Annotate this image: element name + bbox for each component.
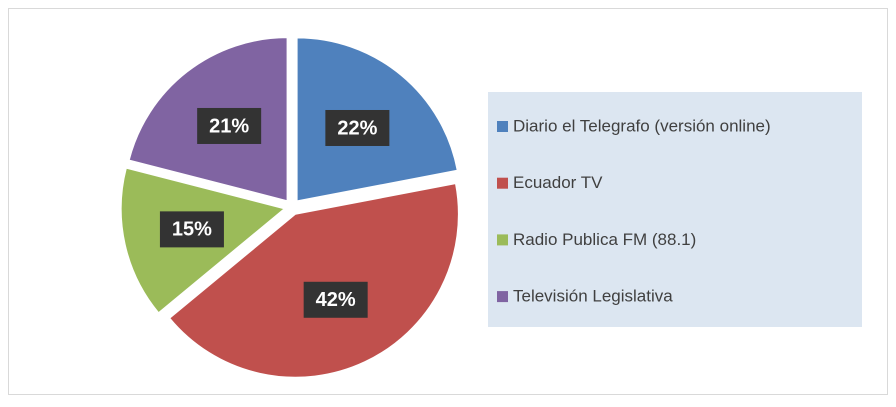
- legend-label: Diario el Telegrafo (versión online): [513, 116, 771, 135]
- data-label: 15%: [172, 219, 212, 241]
- legend-swatch: [497, 177, 508, 189]
- legend-swatch: [497, 234, 508, 246]
- legend-label: Ecuador TV: [513, 173, 603, 192]
- data-label-box: [303, 281, 368, 318]
- legend-box: [488, 92, 862, 327]
- data-label-box: [325, 109, 390, 146]
- legend-label: Radio Publica FM (88.1): [513, 230, 696, 249]
- legend-swatch: [497, 121, 508, 132]
- data-label: 22%: [337, 117, 377, 139]
- data-label: 42%: [316, 289, 356, 311]
- data-label-box: [197, 107, 262, 144]
- data-label-box: [159, 211, 224, 248]
- pie-slice: [169, 183, 459, 378]
- legend-label: Televisión Legislativa: [513, 287, 673, 306]
- data-label: 21%: [209, 115, 249, 137]
- legend-swatch: [497, 291, 508, 303]
